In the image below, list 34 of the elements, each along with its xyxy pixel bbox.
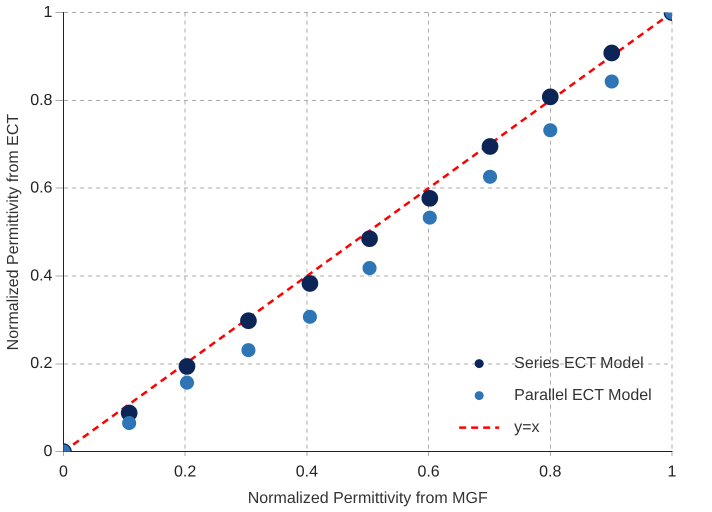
point [482, 138, 498, 155]
point [302, 275, 318, 292]
y-tick-label: 0.8 [30, 92, 53, 109]
x-axis-title: Normalized Permittivity from MGF [248, 490, 488, 507]
y-tick-label: 1 [44, 4, 53, 22]
point [421, 190, 438, 207]
legend-label: Series ECT Model [514, 355, 644, 372]
point [422, 210, 437, 225]
y-tick-label: 0.6 [30, 180, 53, 197]
point [604, 74, 619, 89]
y-tick-label: 0.2 [30, 355, 53, 372]
legend-label: Parallel ECT Model [514, 387, 652, 404]
point [542, 88, 559, 106]
point [122, 416, 136, 430]
point [603, 44, 620, 62]
y-tick-label: 0 [44, 443, 53, 460]
x-tick-label: 0 [58, 464, 68, 481]
y-tick-label: 0.4 [30, 267, 53, 284]
point [241, 343, 256, 358]
x-tick-label: 0.2 [174, 464, 196, 481]
x-tick-label: 0.4 [296, 464, 318, 481]
legend-label: y=x [514, 419, 540, 436]
point [180, 376, 194, 390]
point [240, 312, 257, 330]
point [302, 310, 317, 324]
x-tick-label: 1 [668, 464, 677, 481]
point [361, 230, 378, 248]
point [178, 358, 196, 375]
y-axis-title: Normalized Permittivity from ECT [5, 114, 22, 350]
point [482, 170, 498, 184]
point [543, 123, 558, 138]
point [362, 261, 377, 276]
x-tick-label: 0.6 [417, 464, 440, 481]
x-tick-label: 0.8 [539, 464, 562, 481]
